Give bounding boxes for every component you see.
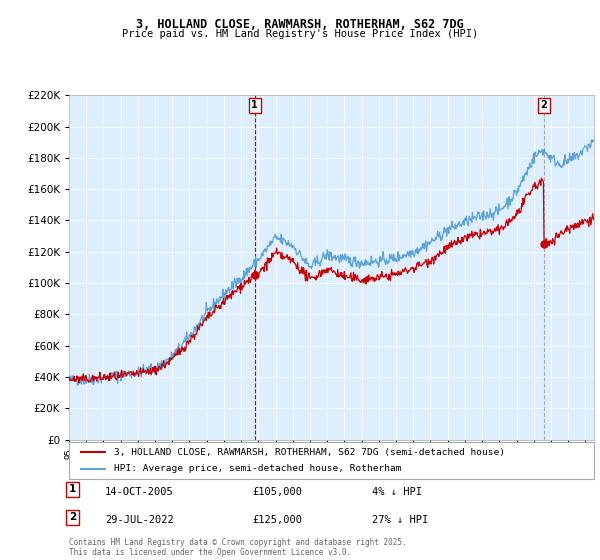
Text: £125,000: £125,000: [252, 515, 302, 525]
Text: 2: 2: [69, 512, 76, 522]
Text: 27% ↓ HPI: 27% ↓ HPI: [372, 515, 428, 525]
Text: HPI: Average price, semi-detached house, Rotherham: HPI: Average price, semi-detached house,…: [113, 464, 401, 473]
Text: 1: 1: [69, 484, 76, 494]
Text: 2: 2: [541, 100, 547, 110]
Text: 4% ↓ HPI: 4% ↓ HPI: [372, 487, 422, 497]
Text: £105,000: £105,000: [252, 487, 302, 497]
Text: Price paid vs. HM Land Registry's House Price Index (HPI): Price paid vs. HM Land Registry's House …: [122, 29, 478, 39]
Text: Contains HM Land Registry data © Crown copyright and database right 2025.
This d: Contains HM Land Registry data © Crown c…: [69, 538, 407, 557]
Text: 29-JUL-2022: 29-JUL-2022: [105, 515, 174, 525]
Text: 3, HOLLAND CLOSE, RAWMARSH, ROTHERHAM, S62 7DG (semi-detached house): 3, HOLLAND CLOSE, RAWMARSH, ROTHERHAM, S…: [113, 448, 505, 457]
Text: 1: 1: [251, 100, 258, 110]
Text: 3, HOLLAND CLOSE, RAWMARSH, ROTHERHAM, S62 7DG: 3, HOLLAND CLOSE, RAWMARSH, ROTHERHAM, S…: [136, 18, 464, 31]
Text: 14-OCT-2005: 14-OCT-2005: [105, 487, 174, 497]
